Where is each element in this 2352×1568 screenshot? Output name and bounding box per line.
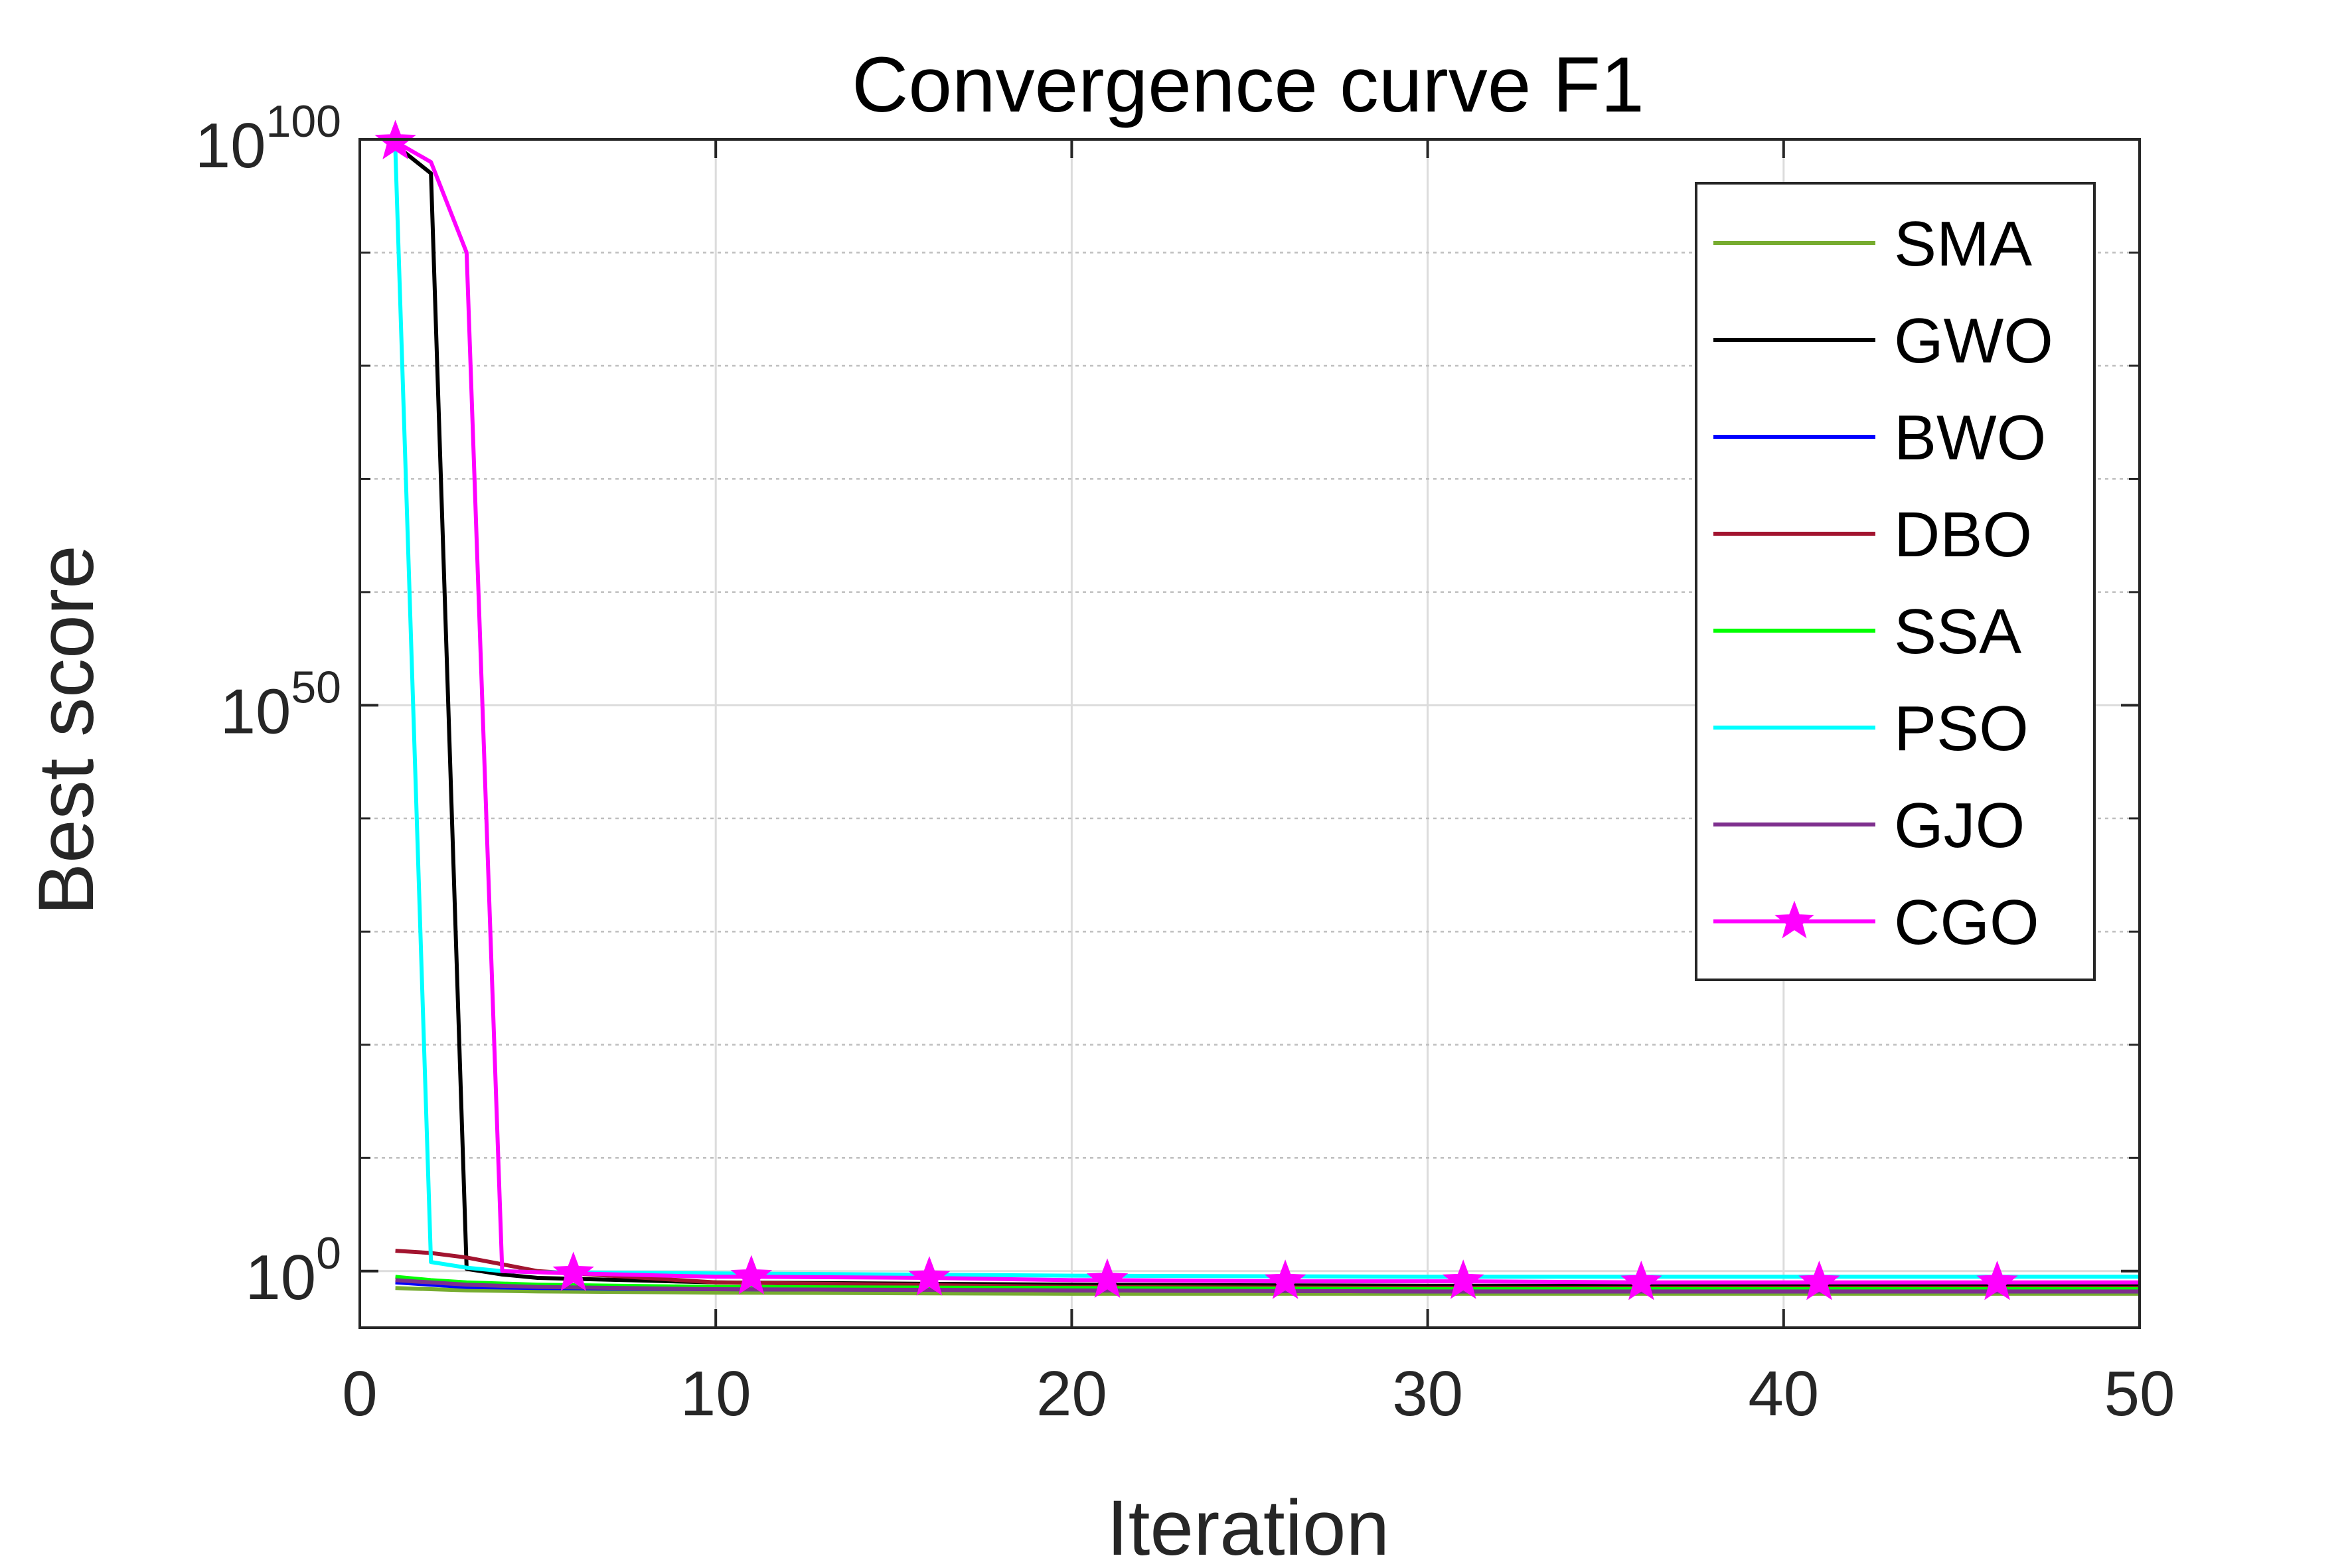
series-line-sma [395,1286,2140,1296]
series-marker-cgo [1442,1259,1484,1299]
y-axis-label: Best score [23,545,110,915]
series-marker-cgo [908,1256,951,1296]
x-tick-label: 20 [1036,1358,1107,1429]
series-marker-cgo [552,1251,595,1291]
series-marker-cgo [1620,1260,1662,1300]
x-tick-label: 10 [680,1358,751,1429]
legend-item-gjo: GJO [1713,790,2025,861]
x-axis-label: Iteration [1107,1484,1389,1568]
legend: SMA GWO BWO DBO SSA PSO GJO CGO [1695,182,2096,981]
tick-marks [358,138,2141,1328]
legend-marker [1774,900,1814,939]
legend-label: SSA [1894,596,2021,667]
legend-label: SMA [1894,208,2032,279]
series-marker-cgo [1976,1260,2018,1300]
series-marker-cgo [1086,1258,1129,1298]
series-marker-cgo [1798,1260,1840,1300]
axes-frame [358,138,2141,1329]
y-tick-label: 1050 [220,662,341,747]
series-line-gjo [395,1278,2140,1294]
y-tick-label: 100 [245,1228,341,1313]
legend-box [1695,182,2096,981]
series-line-gwo [394,143,2140,1288]
legend-label: GJO [1894,790,2025,861]
x-tick-labels: 0 10 20 30 40 50 [342,1358,2175,1429]
x-tick-label: 30 [1392,1358,1463,1429]
series-line-ssa [395,1275,2140,1291]
legend-item-cgo: CGO [1713,887,2039,958]
legend-item-dbo: DBO [1713,499,2032,570]
chart-title: Convergence curve F1 [852,41,1644,129]
legend-label: PSO [1894,693,2029,764]
legend-item-ssa: SSA [1713,596,2021,667]
legend-label: GWO [1894,305,2053,376]
x-tick-label: 40 [1748,1358,1819,1429]
series-line-cgo [394,139,2140,1285]
legend-label: CGO [1894,887,2039,958]
legend-label: DBO [1894,499,2032,570]
series-group [374,119,2140,1300]
legend-item-pso: PSO [1713,693,2029,764]
y-tick-label: 10100 [195,96,341,181]
legend-label: BWO [1894,402,2046,473]
legend-item-gwo: GWO [1713,305,2053,376]
legend-item-bwo: BWO [1713,402,2046,473]
y-tick-labels: 10100 1050 100 [195,96,341,1313]
series-marker-cgo [1264,1259,1306,1299]
series-marker-cgo [730,1255,773,1294]
x-tick-label: 0 [342,1358,377,1429]
legend-item-sma: SMA [1713,208,2032,279]
x-tick-label: 50 [2104,1358,2175,1429]
